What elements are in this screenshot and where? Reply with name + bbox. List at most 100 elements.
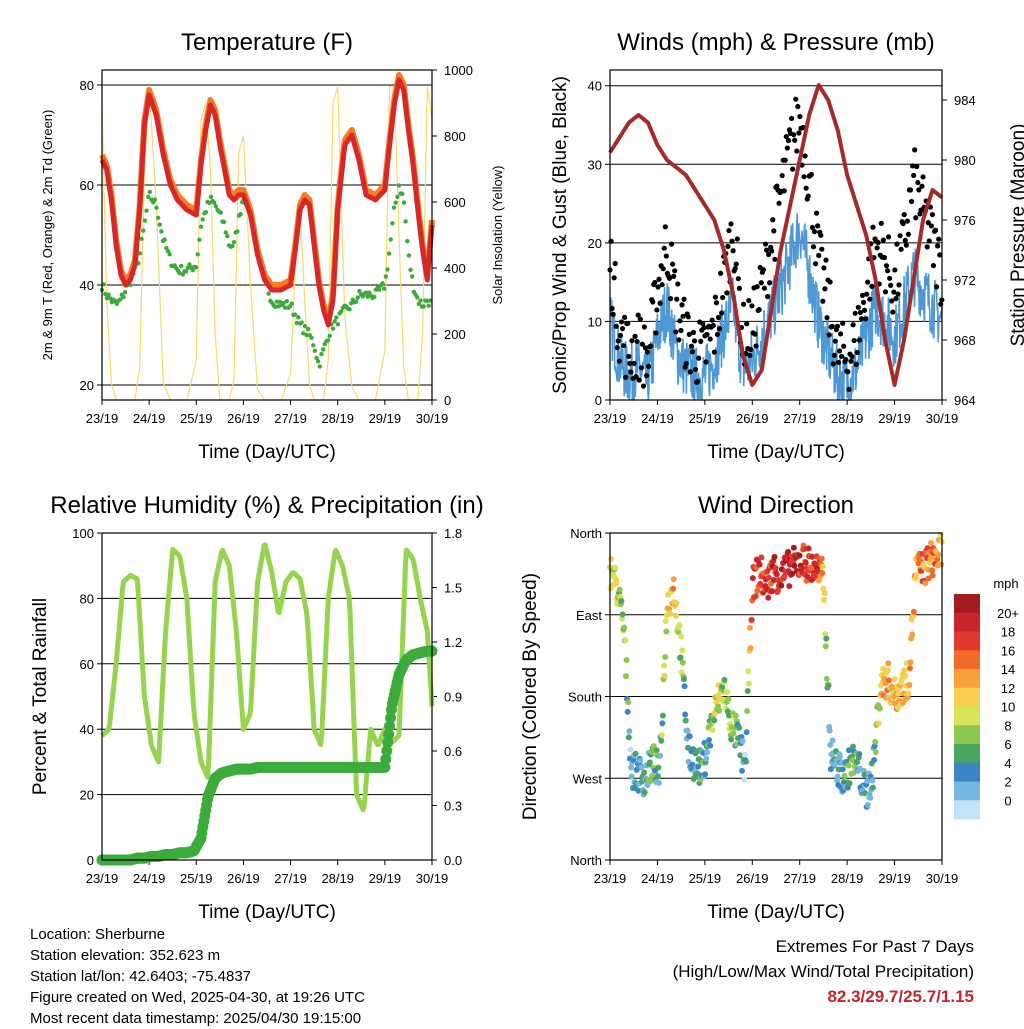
wind-direction-point — [825, 682, 832, 689]
dewpoint-point — [185, 265, 190, 271]
wind-direction-point — [625, 699, 632, 706]
precipitation-point — [383, 728, 395, 740]
wind-direction-point — [622, 637, 629, 644]
wind-gust-point — [730, 248, 736, 254]
colorbar-label: 10 — [1001, 700, 1015, 715]
wind-gust-point — [854, 349, 860, 356]
wind-gust-point — [815, 223, 821, 229]
colorbar-swatch — [954, 594, 980, 614]
wind-gust-point — [627, 360, 633, 367]
wind-gust-point — [615, 338, 621, 344]
wind-direction-point — [891, 676, 898, 683]
wind-gust-point — [911, 172, 917, 179]
wind-direction-point — [846, 747, 853, 754]
wind-direction-point — [926, 559, 933, 566]
wind-direction-point — [809, 553, 816, 560]
wind-gust-point — [929, 212, 936, 218]
y-axis-label-1: Sonic/Prop Wind & Gust (Blue, Black) — [550, 76, 571, 394]
wind-direction-point — [771, 553, 778, 560]
wind-gust-point — [892, 267, 898, 273]
dewpoint-point — [317, 364, 322, 369]
wind-gust-point — [875, 239, 881, 246]
x-tick-label-1: 26/19 — [736, 411, 769, 426]
wind-gust-point — [618, 319, 625, 325]
x-tick-label-0: 30/19 — [416, 411, 449, 426]
wind-direction-point — [836, 754, 843, 761]
x-tick-label-2: 27/19 — [274, 871, 307, 886]
wind-direction-point — [679, 659, 686, 666]
y2-tick-label-1: 980 — [954, 153, 976, 168]
wind-gust-point — [660, 266, 666, 272]
wind-gust-point — [915, 179, 921, 186]
wind-direction-point — [641, 789, 648, 796]
wind-gust-point — [733, 261, 739, 267]
wind-direction-point — [743, 729, 750, 736]
wind-direction-point — [623, 657, 630, 664]
wind-direction-point — [758, 554, 765, 561]
wind-direction-point — [856, 751, 863, 758]
y2-tick-label-2: 1.8 — [444, 526, 462, 541]
wind-direction-point — [929, 567, 936, 574]
wind-gust-point — [894, 241, 900, 247]
wind-gust-point — [831, 352, 837, 358]
x-tick-label-1: 23/19 — [594, 411, 627, 426]
wind-gust-point — [617, 332, 624, 339]
wind-direction-point — [743, 758, 750, 765]
wind-gust-point — [713, 300, 720, 306]
dewpoint-point — [296, 315, 301, 320]
wind-gust-point — [884, 268, 891, 274]
y-tick-label-3: West — [573, 771, 603, 786]
wind-gust-point — [688, 343, 694, 349]
x-tick-label-3: 26/19 — [736, 871, 769, 886]
wind-direction-point — [621, 624, 628, 631]
wind-gust-point — [867, 296, 873, 302]
x-tick-label-3: 24/19 — [641, 871, 674, 886]
wind-gust-point — [719, 310, 725, 316]
wind-direction-point — [680, 676, 687, 683]
wind-gust-point — [900, 220, 906, 227]
dewpoint-point — [325, 338, 331, 343]
wind-direction-point — [765, 594, 772, 601]
wind-gust-point — [703, 359, 709, 365]
wind-gust-point — [648, 343, 654, 349]
wind-direction-point — [628, 773, 635, 780]
x-tick-label-2: 23/19 — [86, 871, 119, 886]
wind-gust-point — [753, 343, 759, 349]
wind-gust-point — [685, 314, 691, 320]
wind-gust-point — [860, 299, 867, 305]
wind-gust-point — [767, 280, 773, 286]
wind-gust-point — [632, 333, 638, 339]
wind-direction-point — [662, 618, 669, 625]
dewpoint-point — [157, 222, 162, 227]
wind-direction-point — [823, 675, 830, 682]
wind-gust-point — [766, 251, 772, 258]
wind-direction-point — [673, 600, 680, 607]
wind-gust-point — [843, 357, 849, 363]
dewpoint-point — [385, 267, 390, 272]
dewpoint-point — [355, 295, 360, 300]
y-tick-label-1: 30 — [588, 157, 602, 172]
y-tick-label-1: 0 — [595, 393, 602, 408]
wind-direction-point — [641, 769, 648, 776]
dewpoint-point — [167, 252, 172, 257]
dewpoint-point — [159, 229, 164, 234]
wind-gust-point — [613, 323, 619, 329]
wind-direction-point — [657, 752, 664, 759]
wind-gust-point — [898, 246, 904, 252]
wind-direction-point — [791, 562, 798, 569]
wind-direction-point — [934, 556, 941, 563]
y-axis-label-2: Percent & Total Rainfall — [30, 598, 51, 795]
dewpoint-point — [380, 281, 385, 286]
wind-gust-point — [762, 241, 769, 247]
dewpoint-point — [203, 209, 209, 215]
dewpoint-point — [309, 335, 314, 340]
dewpoint-point — [315, 359, 321, 364]
wind-direction-point — [613, 577, 620, 584]
colorbar-label: 2 — [1004, 775, 1011, 790]
y2-tick-label-0: 800 — [444, 129, 466, 144]
wind-gust-point — [905, 231, 912, 237]
dewpoint-point — [339, 309, 344, 314]
wind-direction-point — [739, 738, 746, 745]
wind-gust-point — [744, 321, 750, 327]
precipitation-point — [381, 745, 393, 757]
